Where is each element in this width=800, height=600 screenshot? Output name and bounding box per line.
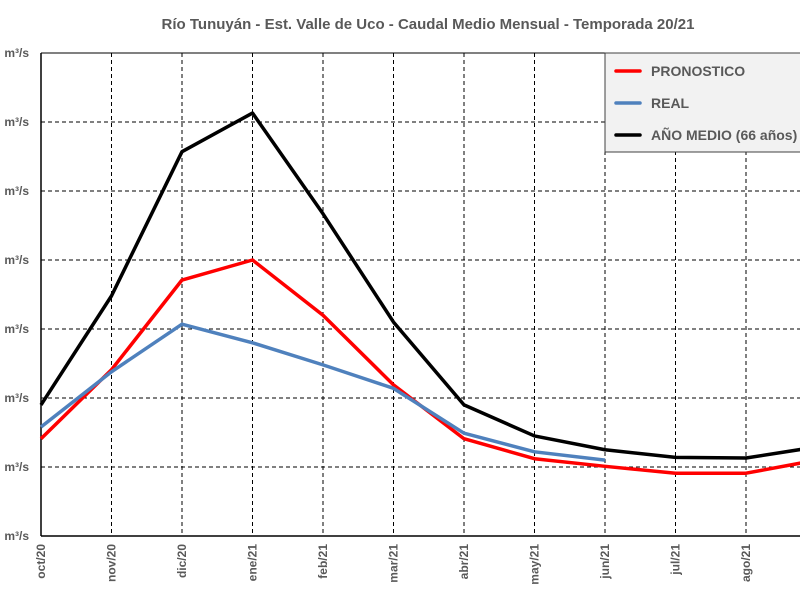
- series-1: [39, 322, 606, 462]
- y-tick-label: m³/s: [4, 46, 29, 60]
- legend-item: AÑO MEDIO (66 años): [614, 126, 797, 143]
- x-tick-label: ene/21: [246, 544, 260, 582]
- x-tick-label: feb/21: [316, 544, 330, 579]
- y-tick-label: m³/s: [4, 529, 29, 543]
- x-tick-label: may/21: [528, 544, 542, 585]
- legend-label: AÑO MEDIO (66 años): [651, 126, 797, 143]
- x-tick-label: dic/20: [175, 544, 189, 578]
- legend-label: PRONOSTICO: [651, 63, 745, 79]
- x-tick-label: jul/21: [669, 544, 683, 576]
- y-tick-label: m³/s: [4, 115, 29, 129]
- legend-item: REAL: [614, 95, 690, 111]
- series-2: [39, 111, 800, 460]
- y-tick-label: m³/s: [4, 460, 29, 474]
- legend-label: REAL: [651, 95, 690, 111]
- y-tick-label: m³/s: [4, 322, 29, 336]
- x-tick-label: nov/20: [105, 544, 119, 582]
- x-axis-ticks: oct/20 nov/20 dic/20 ene/21 feb/21 mar/21 abr/…: [34, 544, 753, 585]
- x-tick-label: jun/21: [598, 544, 612, 580]
- x-tick-label: ago/21: [739, 544, 753, 582]
- y-axis-ticks: m³/s m³/s m³/s m³/s m³/s m³/s m³/s m³/s: [4, 46, 29, 543]
- legend-item: PRONOSTICO: [614, 63, 745, 79]
- series-line: [39, 258, 800, 475]
- grid: [40, 52, 800, 537]
- x-tick-label: abr/21: [457, 544, 471, 580]
- x-tick-label: mar/21: [387, 544, 401, 583]
- legend: PRONOSTICO REAL AÑO MEDIO (66 años): [604, 52, 800, 153]
- y-tick-label: m³/s: [4, 391, 29, 405]
- y-tick-label: m³/s: [4, 253, 29, 267]
- series-line: [39, 111, 800, 460]
- chart-title: Río Tunuyán - Est. Valle de Uco - Caudal…: [162, 16, 695, 33]
- series-0: [39, 258, 800, 475]
- x-tick-label: oct/20: [34, 544, 48, 579]
- y-tick-label: m³/s: [4, 184, 29, 198]
- series-lines: [39, 111, 800, 475]
